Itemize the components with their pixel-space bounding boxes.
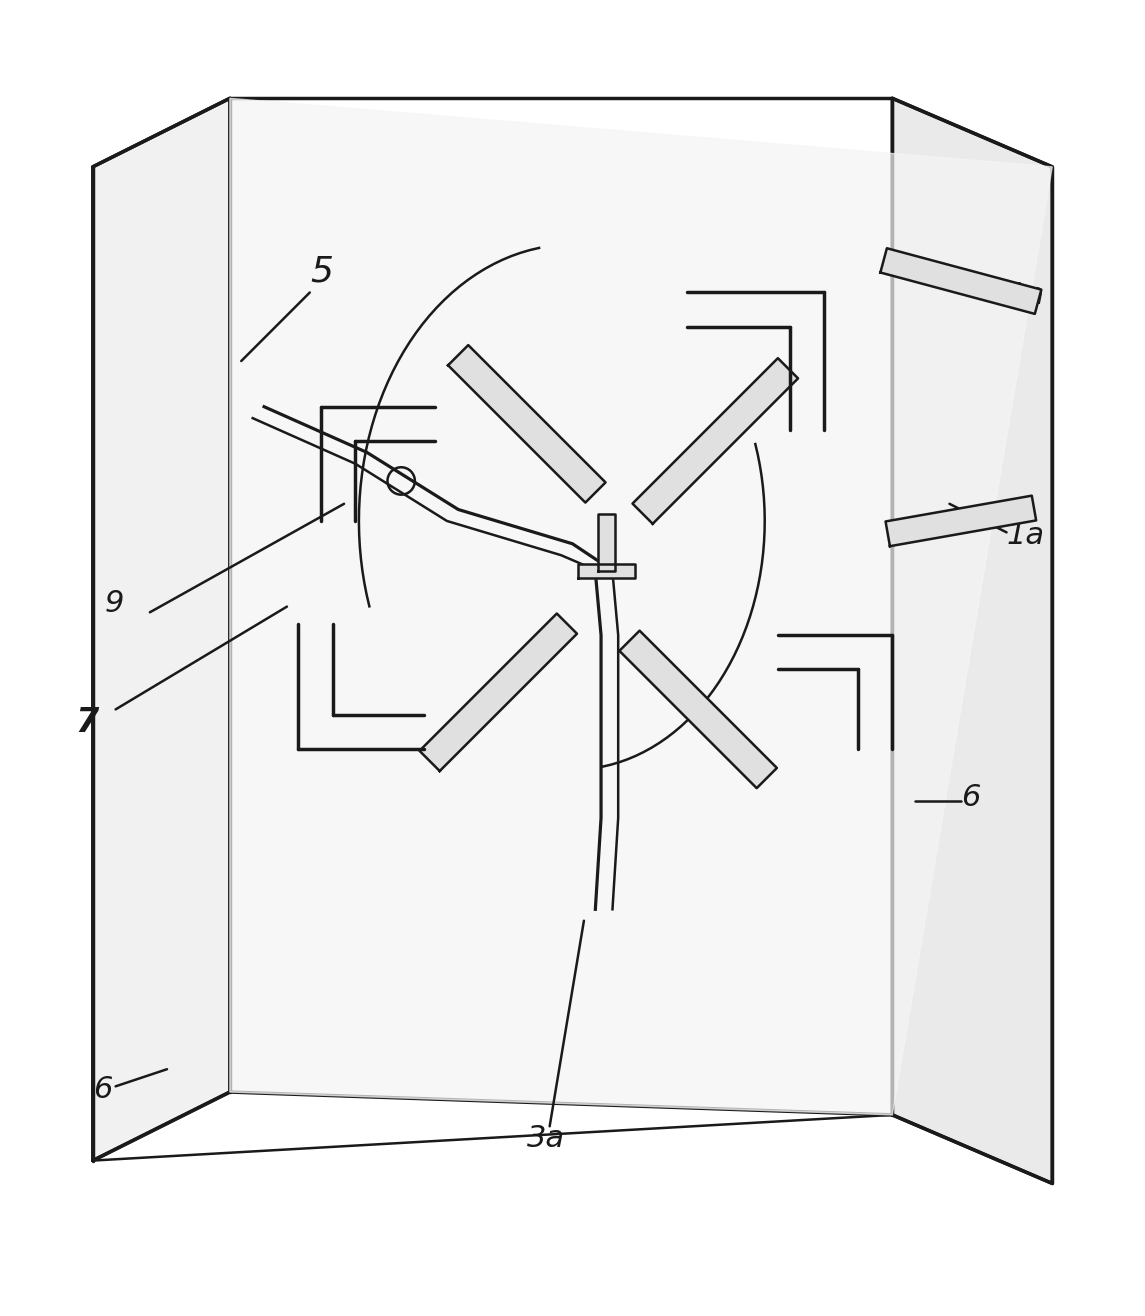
Polygon shape — [632, 358, 798, 524]
Text: 3a: 3a — [527, 1124, 564, 1153]
Text: 5: 5 — [310, 254, 333, 288]
Text: 6: 6 — [961, 783, 980, 812]
Polygon shape — [881, 249, 1041, 315]
Polygon shape — [93, 99, 230, 1161]
Polygon shape — [619, 630, 777, 788]
Polygon shape — [598, 515, 615, 571]
Text: 9: 9 — [104, 590, 124, 619]
Polygon shape — [885, 496, 1036, 546]
Polygon shape — [448, 345, 606, 503]
Polygon shape — [578, 565, 635, 578]
Polygon shape — [230, 99, 1052, 1115]
Polygon shape — [892, 99, 1052, 1183]
Text: 1a: 1a — [1006, 280, 1044, 309]
Text: 7: 7 — [76, 707, 98, 740]
Polygon shape — [419, 613, 577, 771]
Text: 1a: 1a — [1006, 521, 1044, 550]
Text: 6: 6 — [93, 1075, 112, 1104]
